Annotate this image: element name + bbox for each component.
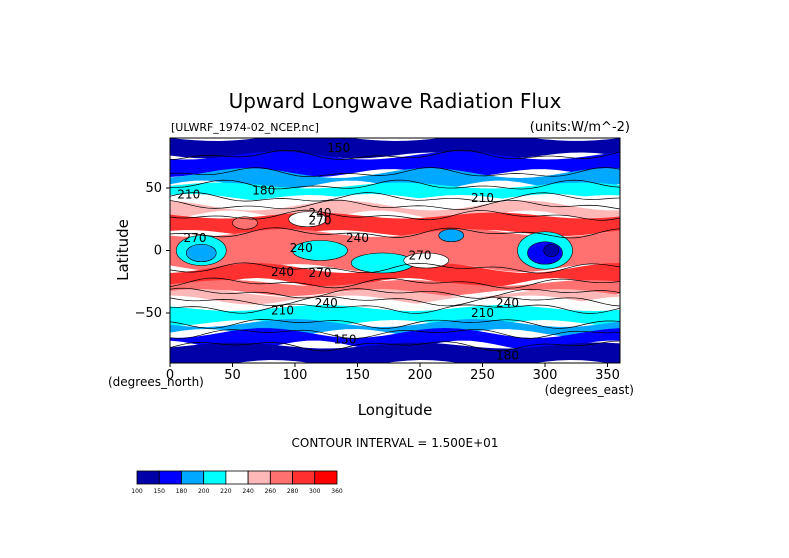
contour-line <box>170 199 620 210</box>
contour-line <box>170 262 620 274</box>
colorbar-level-label: 100 <box>131 488 143 495</box>
x-axis: 0 50 100 150 200 250 300 350 <box>166 363 620 383</box>
y-unit-label: (degrees_north) <box>108 375 204 389</box>
color-band <box>170 328 620 351</box>
contour-label: 240 <box>271 265 294 279</box>
y-tick-label: 0 <box>154 244 162 259</box>
x-tick-label: 100 <box>283 368 308 383</box>
colorbar-swatch <box>269 470 293 485</box>
x-tick-label: 250 <box>470 368 495 383</box>
contour-label: 150 <box>327 141 350 155</box>
color-bands <box>170 138 620 363</box>
colorbar-level-label: 360 <box>331 488 343 495</box>
contour-line <box>170 227 620 239</box>
color-blob <box>288 211 327 228</box>
contour-line <box>170 192 620 203</box>
colorbar-level-label: 150 <box>153 488 165 495</box>
contour-label: 210 <box>471 191 494 205</box>
color-band <box>170 182 620 201</box>
contour-label: 270 <box>309 214 332 228</box>
colorbar-swatch <box>181 470 205 485</box>
y-tick-label: 50 <box>145 181 162 196</box>
color-blob <box>438 228 465 243</box>
x-tick-label: 50 <box>224 368 241 383</box>
contour-line <box>170 340 620 352</box>
colorbar-level-label: 300 <box>309 488 321 495</box>
colorbar-level-label: 200 <box>198 488 210 495</box>
contour-line <box>170 287 620 299</box>
color-blob <box>185 243 217 263</box>
x-tick-label: 300 <box>533 368 558 383</box>
contour-label: 240 <box>346 231 369 245</box>
contour-label: 240 <box>315 296 338 310</box>
color-blobs <box>175 211 573 274</box>
contour-label: 270 <box>309 266 332 280</box>
contour-label: 180 <box>496 349 519 363</box>
colorbar-swatch <box>292 470 316 485</box>
contour-line <box>170 149 620 161</box>
source-label: [ULWRF_1974-02_NCEP.nc] <box>171 121 319 134</box>
contour-label: 240 <box>309 206 332 220</box>
color-band <box>170 280 620 296</box>
colorbar-swatch <box>225 470 249 485</box>
y-tick-label: −50 <box>135 306 162 321</box>
colorbar-level-label: 220 <box>220 488 232 495</box>
color-blob <box>543 243 560 258</box>
color-band <box>170 229 620 272</box>
contour-line <box>170 277 620 289</box>
colorbar-level-label: 180 <box>176 488 188 495</box>
units-label: (units:W/m^-2) <box>530 120 630 135</box>
color-blob <box>350 252 415 274</box>
color-band <box>170 168 620 191</box>
color-band <box>170 138 620 159</box>
contour-label: 150 <box>334 332 357 346</box>
contour-line <box>170 329 620 339</box>
x-tick-label: 350 <box>595 368 620 383</box>
x-unit-label: (degrees_east) <box>545 383 634 397</box>
contour-label: 270 <box>184 231 207 245</box>
contour-label: 210 <box>177 187 200 201</box>
x-tick-label: 150 <box>345 368 370 383</box>
colorbar-swatch <box>158 470 182 485</box>
contour-lines <box>170 149 620 352</box>
color-band <box>170 263 620 288</box>
colorbar-swatch <box>314 470 338 485</box>
x-tick-label: 0 <box>166 368 174 383</box>
x-tick-label: 200 <box>408 368 433 383</box>
contour-label: 270 <box>409 249 432 263</box>
color-blob <box>232 216 258 230</box>
contour-interval-text: CONTOUR INTERVAL = 1.500E+01 <box>292 436 499 450</box>
contour-label: 180 <box>252 184 275 198</box>
y-axis: −50 0 50 <box>135 181 170 321</box>
contour-label: 240 <box>290 241 313 255</box>
colorbar-level-label: 260 <box>265 488 277 495</box>
color-band <box>170 342 620 363</box>
contour-label: 210 <box>471 306 494 320</box>
colorbar-level-label: 280 <box>287 488 299 495</box>
contour-label: 210 <box>271 304 294 318</box>
x-axis-label: Longitude <box>358 401 433 419</box>
colorbar-level-label: 240 <box>242 488 254 495</box>
y-axis-label: Latitude <box>114 219 132 281</box>
contour-line <box>170 179 620 190</box>
color-blob <box>403 252 450 269</box>
contour-line <box>170 303 620 314</box>
contour-line <box>170 167 620 177</box>
colorbar-swatch <box>136 470 160 485</box>
contour-line <box>170 319 620 329</box>
contour-line <box>170 296 620 307</box>
color-band <box>170 289 620 305</box>
colorbar: 100 150 180 200 220 240 260 280 300 360 <box>131 470 343 495</box>
contour-label: 240 <box>496 296 519 310</box>
color-blob <box>292 240 348 261</box>
chart-title: Upward Longwave Radiation Flux <box>229 89 562 113</box>
colorbar-swatch <box>247 470 271 485</box>
color-band <box>170 151 620 177</box>
contour-line <box>170 209 620 221</box>
colorbar-swatch <box>203 470 227 485</box>
